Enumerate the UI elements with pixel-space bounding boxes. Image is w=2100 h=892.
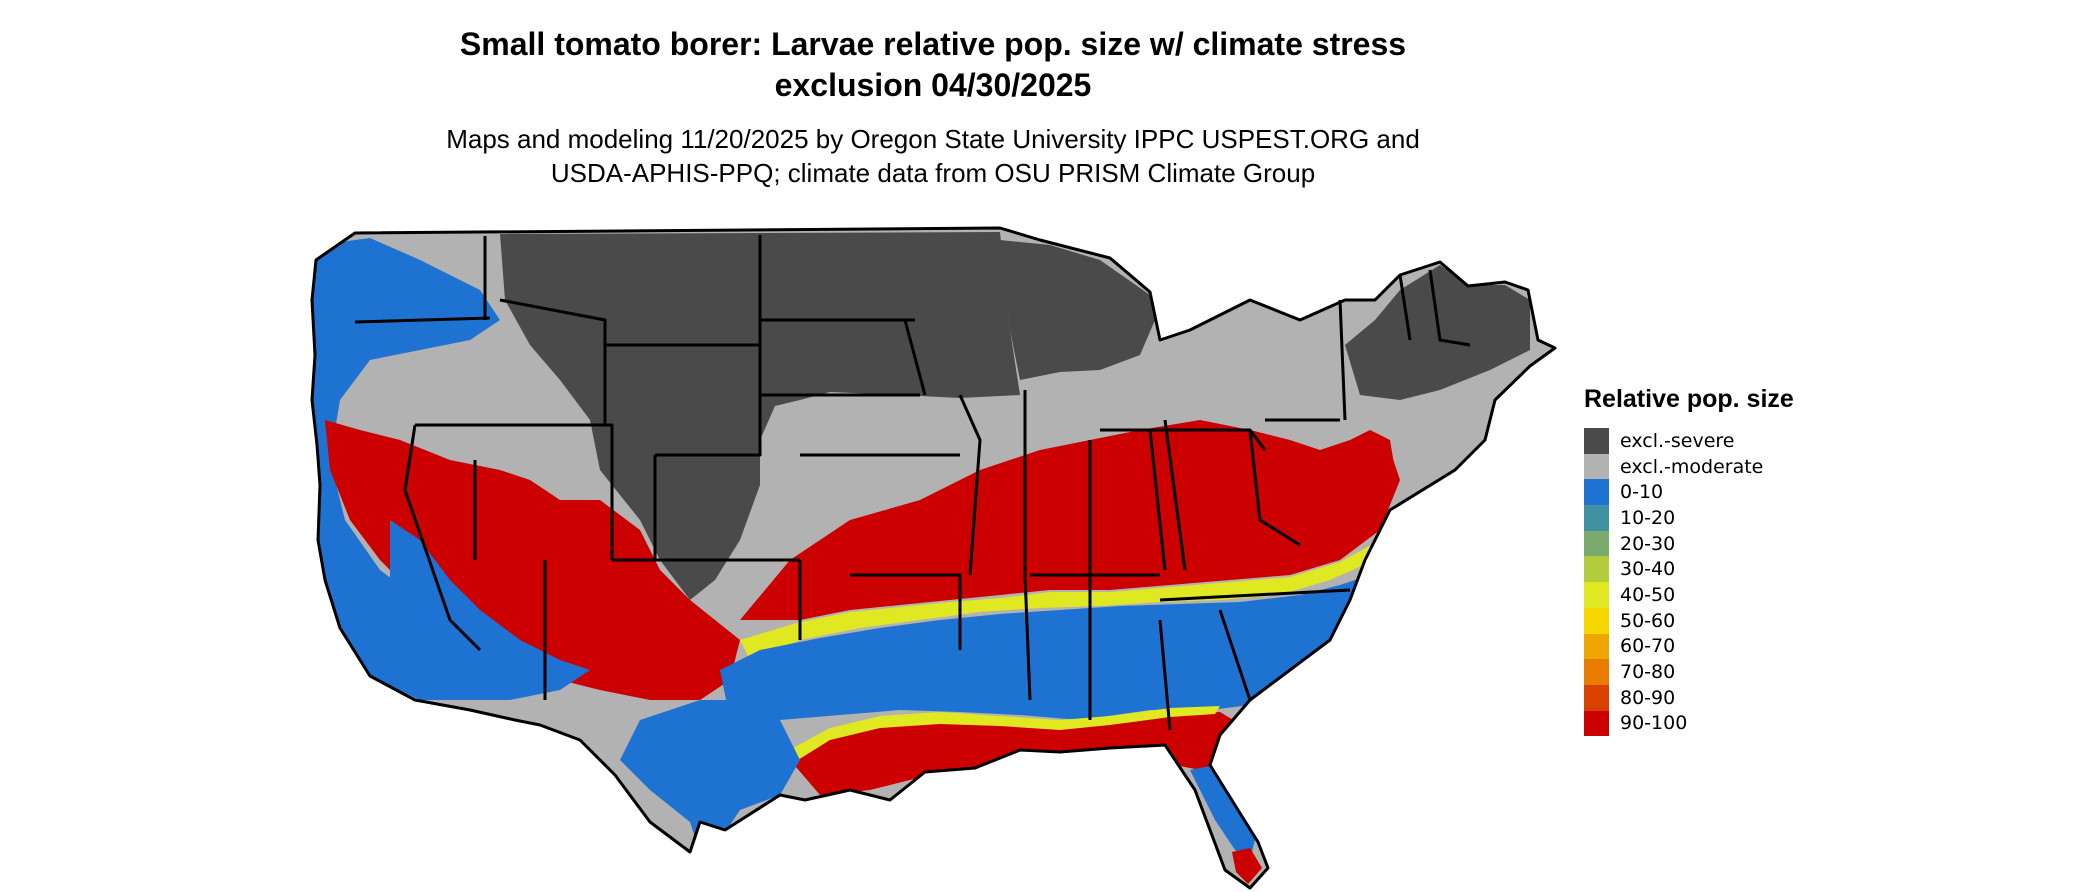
legend-label: 90-100 [1620, 712, 1688, 735]
zone-0-10-southwest [390, 520, 590, 700]
legend-item: excl.-severe [1584, 428, 1794, 454]
legend-swatch [1584, 582, 1609, 608]
legend-swatch [1584, 505, 1609, 531]
legend-label: 80-90 [1620, 686, 1676, 709]
legend-label: 40-50 [1620, 583, 1676, 606]
zone-0-10-south [720, 575, 1380, 720]
legend-swatch [1584, 633, 1609, 660]
legend-item: 60-70 [1584, 633, 1794, 660]
zone-0-10-florida [1190, 765, 1255, 860]
legend-swatch [1584, 710, 1609, 737]
map-subtitle-line1: Maps and modeling 11/20/2025 by Oregon S… [446, 124, 1420, 154]
zone-90-100-west [325, 420, 740, 700]
legend-item: 70-80 [1584, 659, 1794, 685]
legend-item: excl.-moderate [1584, 453, 1794, 480]
legend-swatch [1584, 453, 1609, 480]
legend-swatch [1584, 428, 1609, 454]
legend-label: 70-80 [1620, 661, 1676, 684]
legend-item: 90-100 [1584, 710, 1794, 737]
legend-swatch [1584, 684, 1609, 711]
legend-item: 80-90 [1584, 684, 1794, 711]
legend-item: 10-20 [1584, 505, 1794, 531]
legend-item: 50-60 [1584, 607, 1794, 634]
zone-40-70-gulf [780, 706, 1220, 765]
map-subtitle-line2: USDA-APHIS-PPQ; climate data from OSU PR… [550, 158, 1316, 188]
map-title-line1: Small tomato borer: Larvae relative pop.… [459, 26, 1407, 62]
legend-label: 30-40 [1620, 558, 1676, 581]
legend-item: 20-30 [1584, 530, 1794, 557]
legend-label: 50-60 [1620, 609, 1676, 632]
risk-raster [312, 228, 1555, 888]
map-title: Small tomato borer: Larvae relative pop.… [0, 24, 1866, 106]
state-boundaries [310, 226, 1557, 890]
us-map [310, 226, 1557, 890]
zone-90-100-florida-tip [1232, 848, 1262, 884]
zone-excl-severe-greatlakes [1000, 240, 1155, 380]
legend-label: 0-10 [1620, 481, 1664, 504]
legend: Relative pop. size excl.-severe excl.-mo… [1584, 384, 1794, 737]
legend-title: Relative pop. size [1584, 385, 1794, 413]
zone-90-100-atlantic [1330, 430, 1395, 520]
legend-swatch [1584, 659, 1609, 685]
legend-swatch [1584, 530, 1609, 557]
legend-item: 0-10 [1584, 479, 1794, 506]
legend-label: 10-20 [1620, 506, 1676, 529]
legend-item: 40-50 [1584, 582, 1794, 608]
legend-label: 60-70 [1620, 635, 1676, 658]
zone-0-10-west [312, 238, 500, 700]
zone-40-70-transition [740, 540, 1380, 660]
legend-swatch [1584, 556, 1609, 583]
legend-label: 20-30 [1620, 532, 1676, 555]
state-lines-east [1100, 269, 1471, 731]
map-title-line2: exclusion 04/30/2025 [774, 67, 1092, 103]
legend-swatch [1584, 607, 1609, 634]
us-outline [310, 226, 1557, 890]
legend-items: excl.-severe excl.-moderate 0-10 10-20 2… [1584, 428, 1794, 737]
legend-swatch [1584, 479, 1609, 506]
zone-90-100-east [740, 420, 1400, 620]
legend-label: excl.-severe [1620, 429, 1735, 452]
state-lines-central [758, 235, 1167, 720]
legend-item: 30-40 [1584, 556, 1794, 583]
state-lines-west [354, 236, 800, 700]
zone-0-10-texas [620, 700, 800, 852]
map-subtitle: Maps and modeling 11/20/2025 by Oregon S… [0, 122, 1866, 190]
legend-label: excl.-moderate [1620, 455, 1764, 478]
